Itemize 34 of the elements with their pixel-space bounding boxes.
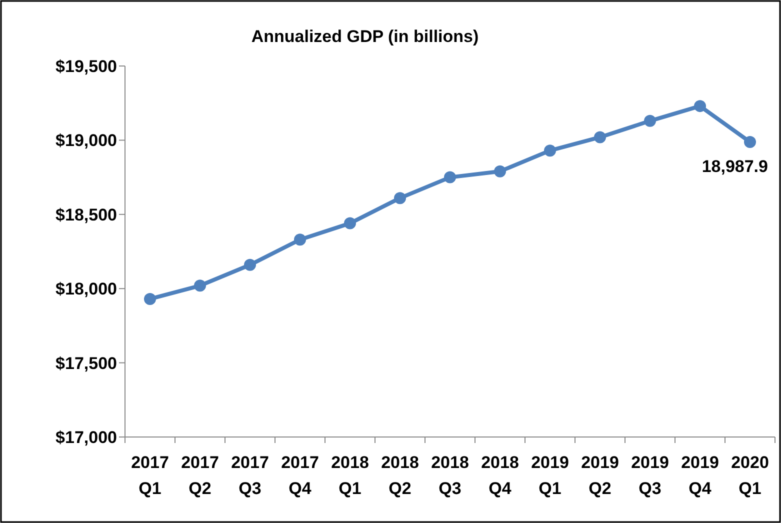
point [294,234,306,246]
x-tick-label: 2017 Q2 [181,453,219,498]
x-tick-label: 2020 Q1 [731,453,769,498]
x-tick-label: 2017 Q3 [231,453,269,498]
x-tick-label: 2019 Q2 [581,453,619,498]
point [744,136,756,148]
y-tick-label: $18,000 [56,280,117,299]
x-tick-label: 2018 Q1 [331,453,369,498]
point [694,100,706,112]
point [194,280,206,292]
point [544,144,556,157]
point [644,114,656,127]
point [394,192,406,204]
chart-title: Annualized GDP (in billions) [251,27,479,46]
x-tick-label: 2017 Q4 [281,453,319,498]
point [594,131,606,144]
point [494,165,506,178]
x-tick-label: 2019 Q3 [631,453,669,498]
point [244,258,256,271]
x-tick-label: 2018 Q4 [481,453,519,498]
y-tick-label: $18,500 [56,205,117,224]
y-tick-label: $17,000 [56,428,117,447]
x-tick-label: 2018 Q3 [431,453,469,498]
y-tick-label: $19,500 [56,56,117,76]
point [444,171,456,184]
y-tick-label: $17,500 [56,354,117,373]
x-tick-label: 2017 Q1 [131,453,169,498]
x-tick-label: 2019 Q1 [531,453,569,498]
y-tick-label: $19,000 [56,131,117,150]
point [144,292,156,305]
annotation: 18,987.9 [702,156,768,176]
x-tick-label: 2018 Q2 [381,453,419,498]
x-tick-label: 2019 Q4 [681,453,719,498]
point [344,217,356,230]
